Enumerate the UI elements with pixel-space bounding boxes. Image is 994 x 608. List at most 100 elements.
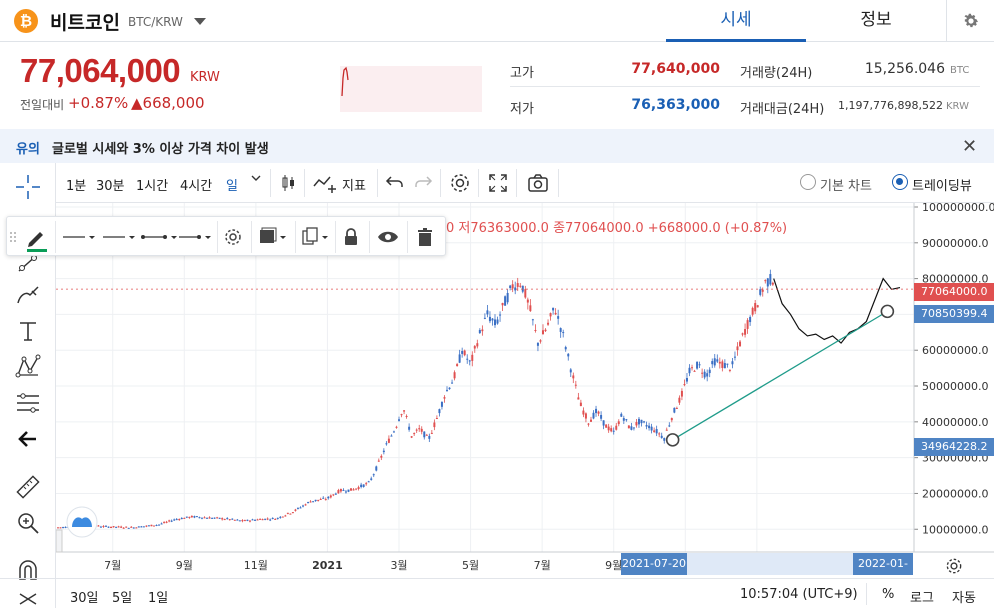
tradingview-label[interactable]: 트레이딩뷰 (912, 179, 972, 194)
range-1d[interactable]: 1일 (148, 591, 169, 606)
candle-body (587, 423, 590, 425)
coin-select-caret-icon[interactable] (194, 18, 206, 25)
trend-line-tool-icon[interactable] (14, 249, 42, 277)
candle-body (678, 397, 681, 403)
amount-unit: KRW (946, 101, 969, 112)
fullscreen-icon[interactable] (486, 171, 510, 195)
candle-body (595, 408, 598, 414)
line-style-dropdown[interactable] (61, 224, 99, 250)
undo-icon[interactable] (384, 171, 408, 195)
text-tool-icon[interactable] (14, 317, 42, 345)
candle-body (749, 316, 752, 323)
drag-handle-icon[interactable] (9, 224, 17, 250)
range-5d[interactable]: 5일 (112, 591, 133, 606)
candle-body (764, 280, 767, 282)
lock-icon[interactable] (339, 224, 363, 250)
tab-info[interactable]: 정보 (860, 10, 892, 30)
log-toggle[interactable]: 로그 (910, 591, 934, 606)
candle-body (246, 519, 249, 521)
candle-body (170, 520, 173, 522)
candle-body (658, 433, 661, 435)
candle-body (160, 523, 163, 525)
magnet-icon[interactable] (14, 557, 42, 585)
candle-body (387, 438, 390, 443)
pencil-color-icon[interactable] (23, 224, 51, 252)
crosshair-icon[interactable] (14, 173, 42, 201)
clone-dropdown-icon[interactable] (299, 224, 333, 250)
candle-body (554, 312, 557, 315)
interval-1h[interactable]: 1시간 (136, 179, 169, 194)
candle-body (640, 419, 643, 424)
line-width-dropdown[interactable] (101, 224, 139, 250)
basic-chart-radio[interactable] (800, 174, 816, 190)
candle-body (766, 278, 769, 287)
basic-chart-label[interactable]: 기본 차트 (820, 179, 872, 194)
toolbar-divider (407, 221, 408, 253)
candle-body (653, 430, 656, 432)
line-extend-dropdown[interactable] (177, 224, 215, 250)
zoom-in-icon[interactable] (14, 509, 42, 537)
trendline-end-price-label: 70850399.4 (914, 305, 994, 323)
hide-drawings-icon[interactable] (14, 591, 42, 608)
y-tick-label: 50000000.0 (922, 380, 988, 393)
price-chart[interactable]: 10000000.020000000.030000000.040000000.0… (56, 203, 994, 578)
axis-settings-gear-icon[interactable] (944, 556, 964, 576)
candle-body (627, 425, 630, 429)
candle-body (549, 313, 552, 317)
candle-body (488, 316, 491, 322)
candle-body (195, 516, 198, 518)
trash-icon[interactable] (413, 224, 437, 250)
indicator-label[interactable]: 지표 (342, 179, 366, 194)
camera-icon[interactable] (526, 171, 550, 195)
close-icon[interactable]: ✕ (962, 136, 978, 157)
candle-body (650, 426, 653, 431)
fib-tool-icon[interactable] (14, 389, 42, 417)
candle-body (405, 415, 408, 417)
candle-body (223, 519, 226, 521)
header-settings-button[interactable] (946, 0, 994, 42)
collapse-handle (56, 529, 63, 553)
x-tick-label: 7월 (104, 559, 121, 572)
arrow-back-icon[interactable] (14, 425, 42, 453)
x-tick-label: 3월 (390, 559, 407, 572)
ruler-icon[interactable] (14, 473, 42, 501)
indicator-icon[interactable] (312, 171, 336, 195)
brush-tool-icon[interactable] (14, 281, 42, 309)
candle-body (569, 369, 572, 373)
candle-body (733, 356, 736, 358)
interval-1d[interactable]: 일 (226, 179, 238, 194)
interval-4h[interactable]: 4시간 (180, 179, 213, 194)
candle-body (352, 489, 355, 491)
visibility-eye-icon[interactable] (375, 224, 401, 250)
interval-more-chevron-icon[interactable] (251, 172, 261, 187)
drawing-settings-gear-icon[interactable] (221, 224, 245, 250)
y-tick-label: 80000000.0 (922, 273, 988, 286)
candle-body (112, 526, 115, 528)
candle-body (453, 372, 456, 379)
chart-settings-gear-icon[interactable] (448, 171, 472, 195)
range-30d[interactable]: 30일 (70, 591, 99, 606)
redo-icon[interactable] (412, 171, 436, 195)
line-end-dropdown[interactable] (139, 224, 181, 250)
candle-body (299, 507, 302, 509)
candle-body (163, 522, 166, 524)
template-dropdown-icon[interactable] (257, 224, 291, 250)
candle-body (466, 358, 469, 360)
candle-body (342, 489, 345, 491)
x-tick-label: 2021 (312, 559, 343, 572)
candle-body (312, 501, 315, 503)
candle-body (259, 518, 262, 520)
candle-body (433, 422, 436, 428)
candle-body (200, 517, 203, 519)
candle-body (264, 518, 267, 520)
candle-type-icon[interactable] (276, 171, 300, 195)
interval-30m[interactable]: 30분 (96, 179, 125, 194)
interval-1m[interactable]: 1분 (66, 179, 87, 194)
pattern-tool-icon[interactable] (14, 353, 42, 381)
percent-toggle[interactable]: % (882, 587, 895, 602)
tab-market[interactable]: 시세 (666, 0, 806, 42)
coin-header: ₿ 비트코인 BTC/KRW 시세 정보 (0, 0, 994, 42)
tradingview-radio[interactable] (892, 174, 908, 190)
auto-toggle[interactable]: 자동 (952, 591, 976, 606)
candle-body (350, 488, 353, 491)
